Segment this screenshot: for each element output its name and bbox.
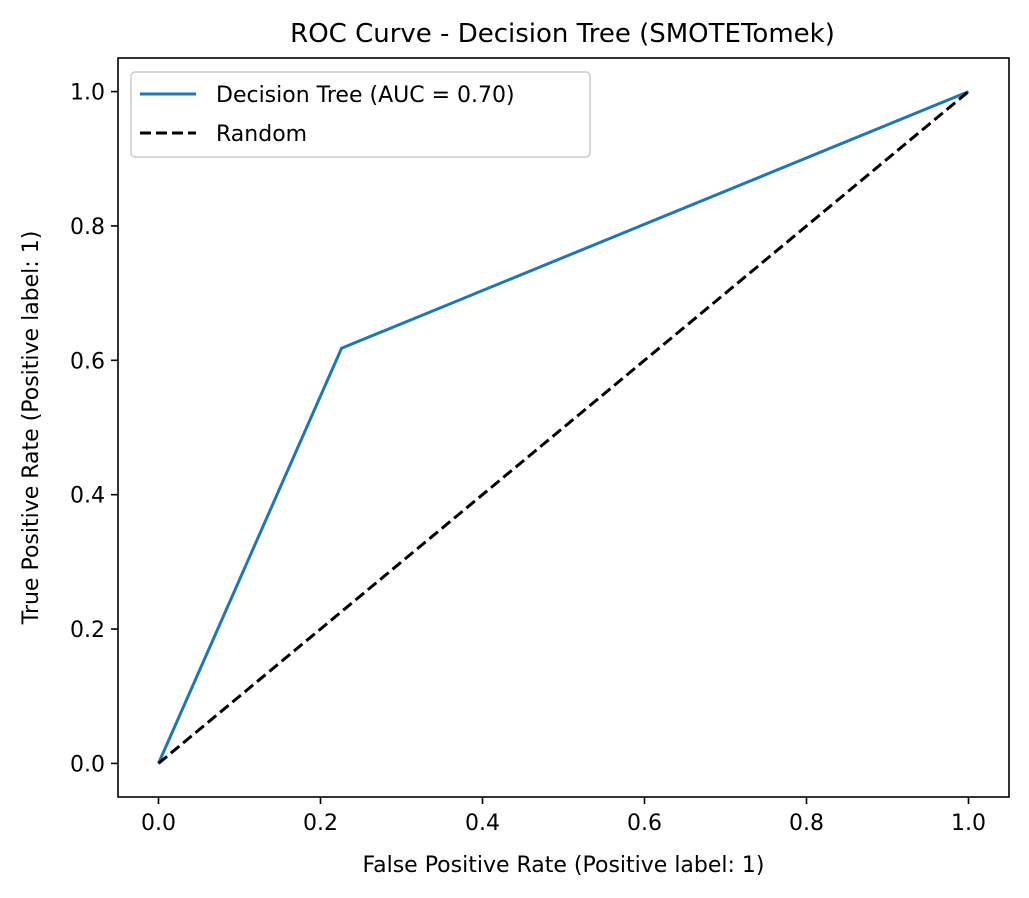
legend-box <box>130 71 591 158</box>
x-tick-label: 0.8 <box>789 811 824 836</box>
y-tick-label: 0.2 <box>70 618 105 643</box>
x-tick-label: 0.6 <box>627 811 662 836</box>
y-tick-label: 0.0 <box>70 752 105 777</box>
y-axis-ticks: 0.0 0.2 0.4 0.6 0.8 1.0 <box>70 81 118 777</box>
chart-title: ROC Curve - Decision Tree (SMOTETomek) <box>290 19 835 49</box>
y-tick-label: 0.8 <box>70 215 105 240</box>
x-tick-label: 1.0 <box>951 811 986 836</box>
y-tick-label: 0.4 <box>70 484 105 509</box>
x-tick-label: 0.2 <box>303 811 338 836</box>
x-axis-ticks: 0.0 0.2 0.4 0.6 0.8 1.0 <box>141 797 986 836</box>
series-layer <box>157 90 970 765</box>
x-tick-label: 0.0 <box>141 811 176 836</box>
series-line-decision-tree <box>157 90 970 765</box>
y-axis-label: True Positive Rate (Positive label: 1) <box>19 231 44 626</box>
legend: Decision Tree (AUC = 0.70) Random <box>130 71 591 158</box>
plot-frame <box>117 57 1010 798</box>
y-tick-label: 0.6 <box>70 349 105 374</box>
x-tick-label: 0.4 <box>465 811 500 836</box>
x-axis-label: False Positive Rate (Positive label: 1) <box>362 853 764 878</box>
legend-label-random: Random <box>216 122 307 147</box>
y-tick-label: 1.0 <box>70 81 105 106</box>
series-line-random <box>157 90 970 765</box>
legend-label-decision-tree: Decision Tree (AUC = 0.70) <box>216 83 515 108</box>
